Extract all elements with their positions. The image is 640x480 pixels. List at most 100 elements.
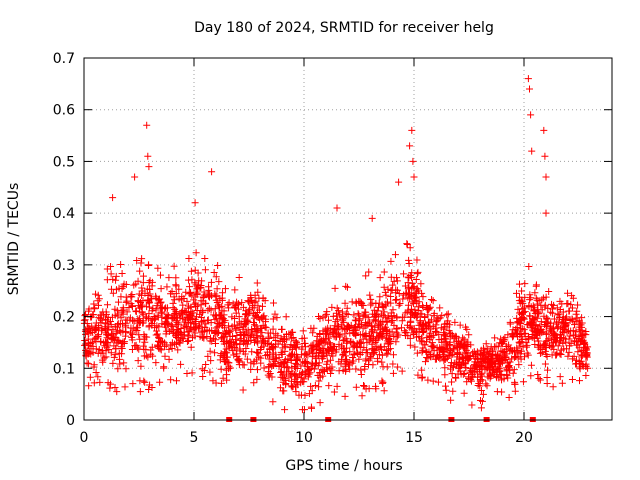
- data-point: [169, 315, 177, 323]
- data-point: [359, 335, 367, 343]
- data-point: [225, 329, 233, 337]
- data-point: [107, 330, 115, 338]
- data-point: [183, 369, 191, 377]
- data-point: [138, 284, 146, 292]
- data-point: [275, 363, 283, 371]
- data-point: [265, 373, 273, 381]
- data-point: [255, 353, 263, 361]
- data-point: [523, 341, 531, 349]
- data-point-peak: [542, 209, 550, 217]
- data-point: [155, 337, 163, 345]
- data-point: [474, 355, 482, 363]
- data-point: [426, 318, 434, 326]
- data-point: [549, 324, 557, 332]
- data-point: [516, 319, 524, 327]
- data-point: [290, 341, 298, 349]
- data-point: [547, 308, 555, 316]
- data-point: [543, 366, 551, 374]
- data-point: [573, 307, 581, 315]
- data-point: [249, 318, 257, 326]
- data-point: [369, 350, 377, 358]
- data-point: [541, 318, 549, 326]
- data-point: [199, 373, 207, 381]
- data-point: [89, 338, 97, 346]
- data-point: [411, 343, 419, 351]
- data-point: [339, 315, 347, 323]
- data-point: [191, 293, 199, 301]
- data-point: [457, 340, 465, 348]
- data-point: [273, 314, 281, 322]
- data-point: [121, 383, 129, 391]
- data-point: [356, 331, 364, 339]
- data-point: [369, 327, 377, 335]
- data-point: [310, 324, 318, 332]
- data-point: [250, 357, 258, 365]
- data-point: [559, 315, 567, 323]
- data-point: [379, 378, 387, 386]
- data-point: [225, 299, 233, 307]
- data-point: [562, 338, 570, 346]
- data-point: [441, 371, 449, 379]
- data-point: [433, 344, 441, 352]
- data-point: [447, 359, 455, 367]
- data-point: [267, 329, 275, 337]
- data-point: [357, 320, 365, 328]
- data-point: [308, 387, 316, 395]
- data-point: [101, 324, 109, 332]
- y-tick-label: 0.5: [53, 154, 75, 170]
- data-point: [376, 329, 384, 337]
- data-point: [122, 298, 130, 306]
- data-point: [347, 338, 355, 346]
- data-point-peak: [408, 126, 416, 134]
- data-point: [576, 319, 584, 327]
- data-point: [251, 291, 259, 299]
- data-point: [112, 286, 120, 294]
- data-point: [84, 335, 92, 343]
- data-point: [139, 272, 147, 280]
- data-point: [429, 377, 437, 385]
- data-point: [260, 364, 268, 372]
- data-point: [157, 346, 165, 354]
- data-point: [89, 311, 97, 319]
- data-point: [161, 319, 169, 327]
- data-point: [270, 299, 278, 307]
- data-point: [442, 335, 450, 343]
- data-point: [542, 293, 550, 301]
- data-point: [564, 352, 572, 360]
- data-point: [280, 387, 288, 395]
- data-point: [543, 373, 551, 381]
- data-point: [478, 397, 486, 405]
- data-point: [213, 285, 221, 293]
- data-point: [535, 341, 543, 349]
- data-point: [92, 290, 100, 298]
- data-point: [90, 363, 98, 371]
- data-point: [520, 304, 528, 312]
- data-point: [578, 331, 586, 339]
- data-point: [477, 372, 485, 380]
- data-point: [212, 324, 220, 332]
- data-point: [175, 285, 183, 293]
- data-point: [207, 357, 215, 365]
- data-point: [211, 316, 219, 324]
- data-point: [459, 334, 467, 342]
- x-tick-label: 10: [295, 430, 313, 446]
- data-point: [304, 351, 312, 359]
- data-point: [405, 260, 413, 268]
- data-point: [364, 361, 372, 369]
- data-point: [151, 324, 159, 332]
- data-point: [428, 295, 436, 303]
- data-point: [133, 324, 141, 332]
- data-point: [577, 347, 585, 355]
- data-point: [387, 273, 395, 281]
- data-point: [324, 326, 332, 334]
- data-point: [341, 392, 349, 400]
- data-point: [572, 310, 580, 318]
- data-point: [232, 326, 240, 334]
- data-point: [404, 279, 412, 287]
- data-point: [259, 321, 267, 329]
- data-point: [298, 406, 306, 414]
- data-point-peak: [109, 194, 117, 202]
- data-point: [526, 319, 534, 327]
- data-point: [467, 367, 475, 375]
- data-point: [214, 262, 222, 270]
